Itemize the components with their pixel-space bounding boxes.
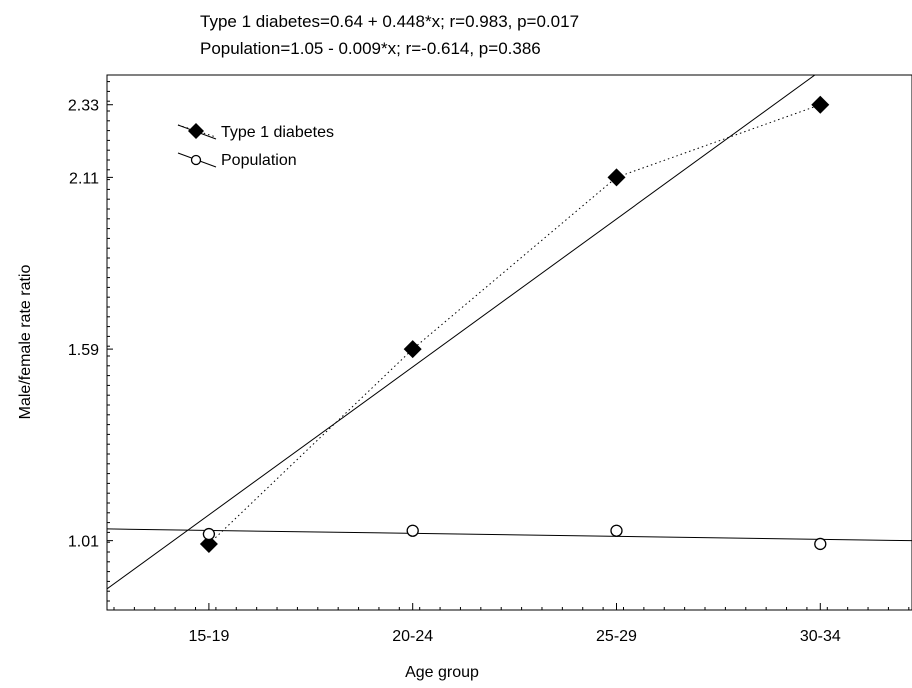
circle-marker bbox=[406, 524, 419, 537]
y-axis-label: Male/female rate ratio bbox=[17, 265, 34, 420]
y-tick-label: 2.33 bbox=[68, 98, 99, 115]
chart-title: Type 1 diabetes=0.64 + 0.448*x; r=0.983,… bbox=[200, 12, 579, 58]
legend-circle-marker bbox=[190, 154, 202, 166]
circle-marker bbox=[202, 527, 216, 541]
regression-line bbox=[107, 528, 912, 542]
x-tick-label: 20-24 bbox=[392, 628, 433, 645]
y-tick-label: 1.59 bbox=[68, 342, 99, 359]
x-axis-label: Age group bbox=[405, 664, 479, 681]
diamond-marker bbox=[403, 340, 422, 359]
circle-marker bbox=[814, 537, 827, 551]
title-line-2: Population=1.05 - 0.009*x; r=-0.614, p=0… bbox=[200, 39, 541, 58]
diamond-marker bbox=[607, 168, 626, 187]
legend-label: Population bbox=[221, 152, 297, 169]
legend-diamond-marker bbox=[188, 123, 204, 139]
data-series bbox=[199, 95, 830, 553]
x-axis: 15-19 20-24 25-29 30-34 bbox=[113, 603, 910, 645]
x-tick-label: 25-29 bbox=[596, 628, 637, 645]
y-tick-label: 1.01 bbox=[68, 534, 99, 551]
title-line-1: Type 1 diabetes=0.64 + 0.448*x; r=0.983,… bbox=[200, 12, 579, 31]
regression-line bbox=[107, 75, 816, 590]
circle-marker bbox=[610, 524, 623, 537]
diamond-marker bbox=[811, 95, 830, 114]
legend: Type 1 diabetes Population bbox=[177, 123, 334, 169]
diamond-marker bbox=[199, 534, 218, 553]
x-tick-label: 15-19 bbox=[188, 628, 229, 645]
legend-label: Type 1 diabetes bbox=[221, 124, 334, 141]
plot-area bbox=[106, 74, 912, 611]
regression-lines bbox=[107, 75, 912, 590]
y-axis: 1.01 1.59 2.11 2.33 bbox=[68, 81, 113, 602]
series-line bbox=[208, 104, 821, 545]
y-tick-label: 2.11 bbox=[69, 170, 99, 187]
x-tick-label: 30-34 bbox=[800, 628, 841, 645]
